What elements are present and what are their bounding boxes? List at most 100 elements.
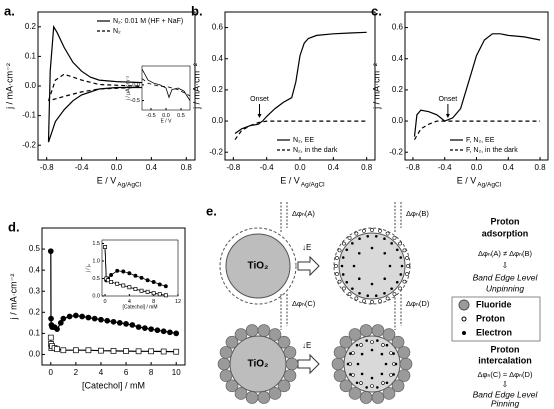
y-tick-label: 0.0: [92, 293, 100, 299]
particle: [257, 324, 271, 337]
marker: [151, 291, 156, 296]
marker: [98, 347, 104, 354]
y-tick-label: 0.1: [29, 328, 41, 337]
particle: [346, 362, 350, 366]
panel-label: a.: [4, 3, 15, 18]
depletion-ring: [219, 227, 297, 305]
y-tick-label: 0.2: [212, 85, 224, 94]
particle: [347, 292, 352, 297]
particle: [390, 287, 393, 290]
particle: [370, 384, 374, 388]
particle: [362, 299, 366, 303]
y-tick-label: 0.2: [29, 307, 41, 316]
particle: [351, 242, 354, 245]
marker: [163, 293, 168, 298]
x-tick-label: 0.0: [111, 163, 123, 172]
potential-lines: [280, 202, 402, 330]
marker: [116, 319, 123, 326]
marker: [133, 287, 138, 291]
particle: [362, 229, 366, 233]
particle: [347, 235, 352, 240]
particle: [380, 352, 384, 356]
x-tick-label: 0.4: [503, 163, 515, 172]
mechanism-title: intercalation: [478, 355, 532, 365]
particle: [365, 386, 368, 389]
particle: [345, 280, 349, 284]
y-tick-label: 0.4: [29, 265, 41, 274]
marker: [121, 269, 126, 274]
particle: [397, 346, 411, 359]
series-line: [141, 78, 191, 97]
potential-label: Δφₕ(B): [406, 209, 429, 218]
legend-label: Fluoride: [476, 299, 512, 309]
y-tick-label: 0.5: [92, 276, 100, 282]
particle: [383, 277, 387, 281]
legend-box: [451, 296, 541, 342]
transform-arrow: [297, 353, 320, 375]
marker: [110, 348, 117, 354]
marker: [115, 268, 120, 273]
marker: [54, 326, 60, 333]
marker: [98, 316, 104, 323]
x-axis-label: E / V: [280, 175, 300, 185]
legend-label: N₂, EE: [293, 137, 314, 144]
particle: [383, 291, 386, 295]
particle: [348, 328, 362, 341]
particle: [370, 340, 374, 344]
particle: [380, 372, 384, 376]
particle: [348, 387, 362, 400]
particle: [381, 343, 385, 347]
particle: [400, 264, 404, 268]
x-tick-label: 0.0: [471, 163, 483, 172]
particle: [370, 376, 374, 380]
marker: [73, 347, 79, 354]
series-line: [413, 120, 541, 141]
panel-label: b.: [191, 3, 203, 18]
y-tick-label: -0.2: [22, 140, 36, 149]
particle: [234, 328, 248, 341]
marker: [135, 324, 142, 330]
x-tick-label: -0.8: [406, 163, 420, 172]
particle: [392, 352, 395, 355]
y-axis-label: j / mA·cm⁻²: [8, 274, 18, 321]
particle: [333, 369, 347, 382]
legend-label: N₂: 0.01 M (HF + NaF): [113, 18, 183, 25]
marker: [129, 322, 136, 328]
particle: [354, 231, 359, 236]
y-axis-label: j / mA·cm⁻²: [371, 63, 381, 110]
particle: [283, 369, 297, 382]
particle: [391, 335, 405, 349]
particle: [335, 256, 339, 260]
particle: [357, 251, 361, 255]
y-tick-label: 0.3: [29, 286, 41, 295]
particle: [340, 264, 344, 268]
legend-label: F, N₂, EE: [466, 137, 495, 144]
x-axis-label-sub: Ag/AgCl: [301, 182, 325, 189]
marker: [73, 312, 79, 319]
marker: [148, 348, 154, 355]
annotation: Onset: [250, 96, 269, 103]
marker: [85, 347, 92, 354]
y-axis-label: j / mA·cm⁻²: [4, 63, 14, 110]
result: Band Edge Level: [473, 389, 539, 399]
x-tick-label: 6: [124, 368, 129, 377]
particle: [341, 273, 345, 276]
marker: [160, 348, 167, 355]
marker: [79, 313, 85, 320]
marker: [157, 282, 162, 287]
particle: [333, 346, 347, 359]
particle: [352, 264, 356, 268]
tio2-particle: [225, 233, 291, 299]
field-label: ↓E: [302, 243, 311, 252]
arrow: ⇩: [502, 380, 509, 389]
particle: [334, 264, 338, 268]
particle: [390, 242, 393, 245]
particle: [378, 229, 382, 233]
legend-label: Electron: [476, 327, 512, 337]
particle: [331, 357, 345, 371]
particle: [366, 294, 370, 297]
x-tick-label: 0.5: [177, 113, 185, 119]
particle: [405, 256, 409, 260]
particle: [374, 235, 378, 238]
panel-label: e.: [206, 203, 217, 218]
